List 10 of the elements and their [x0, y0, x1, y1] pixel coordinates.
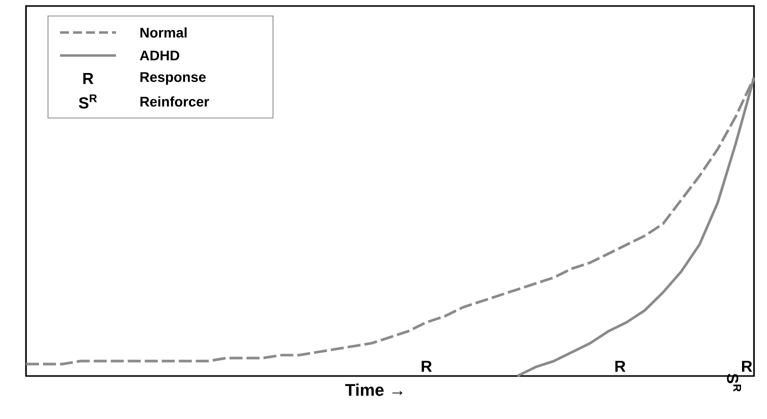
annotation: R — [83, 73, 94, 84]
legend-label: Normal — [140, 27, 187, 38]
annotation: Response — [140, 72, 206, 85]
annotation: Reinforcer — [140, 96, 210, 107]
annotation: S$^{R}$ — [78, 94, 97, 109]
annotation: R — [742, 360, 752, 372]
annotation: R — [615, 360, 626, 372]
legend-label: ADHD — [140, 50, 180, 60]
annotation: R — [422, 360, 432, 372]
x-axis-title: Time → — [345, 384, 402, 396]
